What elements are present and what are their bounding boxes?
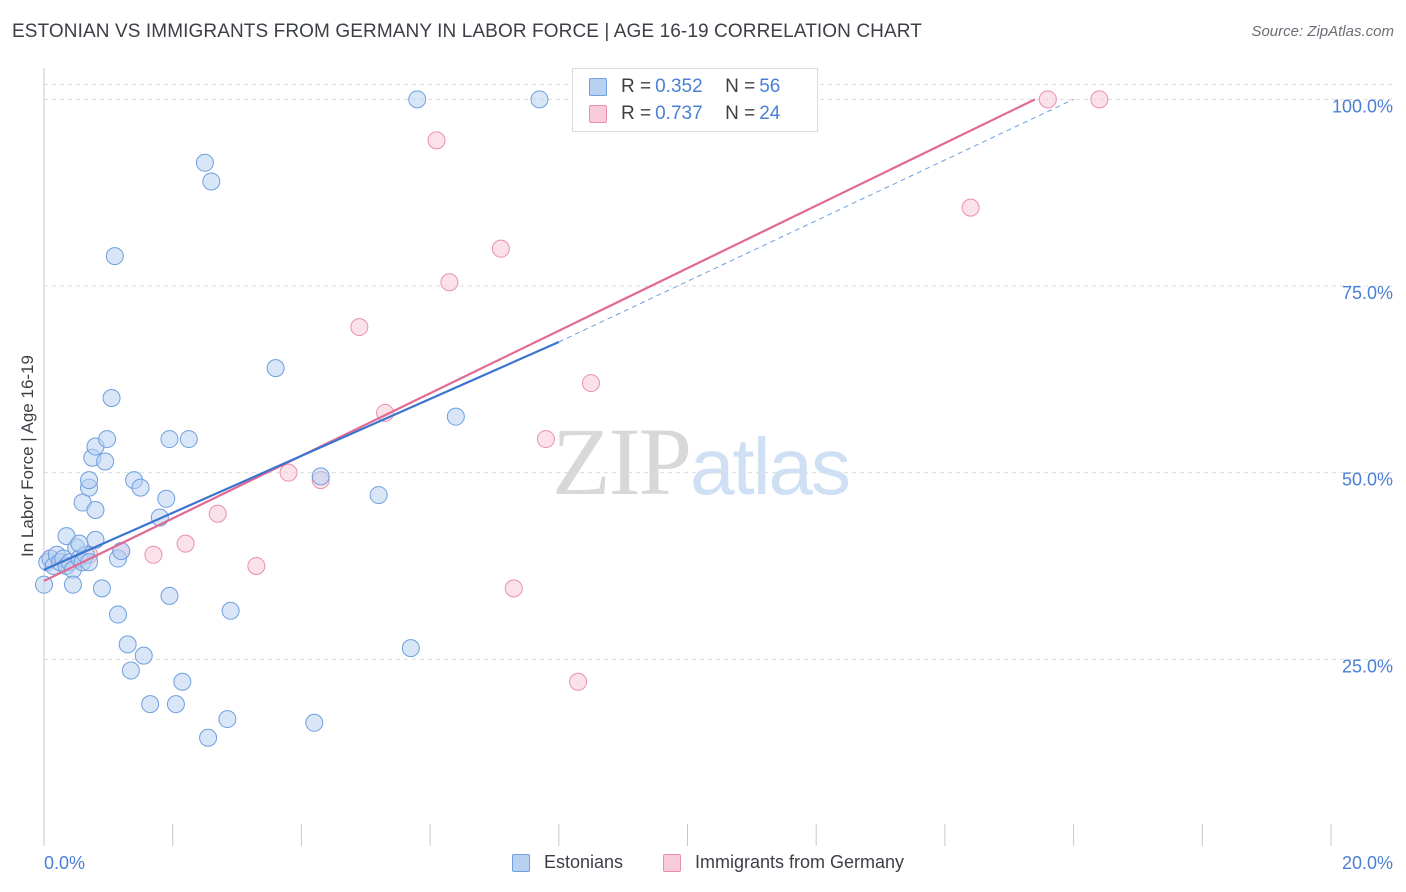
estonians-trend-line [43, 340, 560, 571]
y-tick-label: 50.0% [1342, 470, 1393, 490]
estonians-point [86, 501, 105, 519]
legend-label-immigrants: Immigrants from Germany [695, 852, 905, 872]
estonians-point [202, 172, 221, 191]
legend-row-immigrants: R = 0.737 N = 24 [589, 101, 780, 127]
estonians-point [305, 713, 324, 732]
estonians-point [199, 728, 218, 747]
immigrants-trend-line [43, 98, 1036, 582]
estonians-point [80, 471, 99, 490]
immigrants-point [569, 672, 588, 691]
source-label: Source: ZipAtlas.com [1251, 23, 1394, 40]
legend-item-immigrants: Immigrants from Germany [663, 852, 904, 873]
legend-swatch-pink [663, 853, 681, 872]
immigrants-point [279, 463, 298, 482]
series-legend: Estonians Immigrants from Germany [0, 852, 1406, 878]
estonians-point [173, 672, 192, 691]
estonians-point [408, 90, 427, 109]
legend-r-label: R = [621, 76, 652, 97]
estonians-point [134, 646, 153, 665]
immigrants-point [247, 557, 266, 575]
immigrants-point [491, 239, 510, 258]
immigrants-point [350, 318, 369, 337]
immigrants-point [961, 198, 980, 217]
estonians-point [70, 534, 89, 553]
legend-r-value: 0.737 [655, 103, 703, 124]
estonians-point [221, 601, 240, 620]
immigrants-point [1090, 90, 1109, 109]
immigrants-point [1038, 90, 1057, 109]
legend-n-value: 24 [759, 103, 781, 124]
estonians-point [311, 467, 330, 486]
legend-r-value: 0.352 [655, 76, 703, 97]
estonians-point [179, 430, 198, 449]
estonians-point [446, 407, 465, 426]
estonians-point [401, 639, 420, 658]
estonians-point [96, 452, 115, 471]
estonians-trend-extension [558, 98, 1074, 343]
legend-swatch-pink [589, 105, 607, 123]
legend-swatch-blue [589, 78, 607, 96]
immigrants-point [208, 504, 227, 523]
estonians-point [160, 586, 179, 605]
immigrants-point [144, 545, 163, 564]
estonians-point [141, 695, 160, 714]
legend-label-estonians: Estonians [544, 852, 624, 872]
estonians-point [369, 486, 388, 505]
watermark-atlas: atlas [690, 422, 851, 511]
legend-n-label: N = [725, 103, 756, 124]
y-tick-label: 100.0% [1332, 96, 1393, 116]
x-tick-label: 20.0% [1342, 853, 1393, 873]
estonians-point [131, 478, 150, 497]
immigrants-point [581, 374, 600, 393]
correlation-legend: R = 0.352 N = 56 R = 0.737 N = 24 [572, 68, 818, 132]
estonians-point [105, 247, 124, 266]
legend-n-value: 56 [759, 76, 781, 97]
estonians-point [92, 579, 111, 598]
immigrants-point [504, 579, 523, 598]
legend-r-label: R = [621, 103, 652, 124]
estonians-point [160, 430, 179, 449]
estonians-point [166, 695, 185, 714]
immigrants-point [440, 273, 459, 292]
legend-item-estonians: Estonians [512, 852, 623, 873]
estonians-point [102, 389, 121, 407]
watermark-zip: ZIP [552, 408, 692, 515]
immigrants-point [536, 430, 555, 449]
estonians-point [266, 359, 285, 378]
estonians-point [121, 661, 140, 680]
immigrants-point [427, 131, 446, 150]
immigrants-point [176, 534, 195, 553]
estonians-point [98, 430, 117, 449]
estonians-point [530, 90, 549, 109]
y-tick-label: 25.0% [1342, 656, 1393, 676]
watermark: ZIPatlas [552, 406, 851, 517]
estonians-point [63, 575, 82, 594]
legend-n-label: N = [725, 76, 756, 97]
legend-swatch-blue [512, 853, 530, 872]
estonians-point [35, 575, 53, 594]
y-tick-label: 75.0% [1342, 283, 1393, 303]
estonians-point [195, 153, 214, 172]
estonians-point [109, 605, 128, 624]
estonians-point [218, 710, 237, 729]
estonians-point [157, 489, 176, 508]
x-tick-label: 0.0% [44, 853, 85, 873]
chart-title: ESTONIAN VS IMMIGRANTS FROM GERMANY IN L… [12, 21, 922, 42]
legend-row-estonians: R = 0.352 N = 56 [589, 74, 780, 100]
estonians-point [118, 635, 137, 654]
